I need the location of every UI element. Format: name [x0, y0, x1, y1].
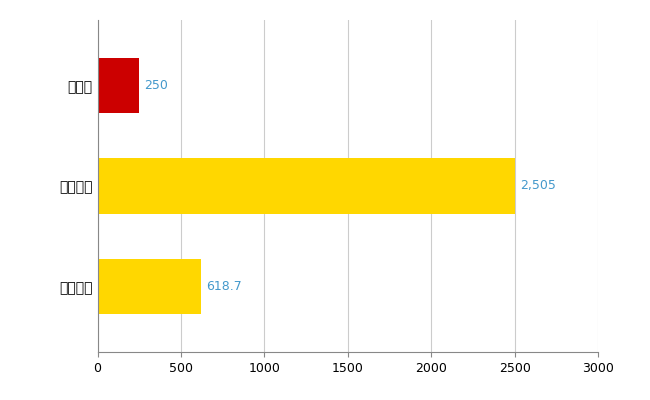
Bar — [98, 58, 139, 113]
Text: 250: 250 — [144, 79, 168, 92]
Bar — [98, 259, 201, 314]
Text: 2,505: 2,505 — [521, 180, 556, 192]
Text: 618.7: 618.7 — [205, 280, 241, 293]
Bar — [98, 158, 515, 214]
